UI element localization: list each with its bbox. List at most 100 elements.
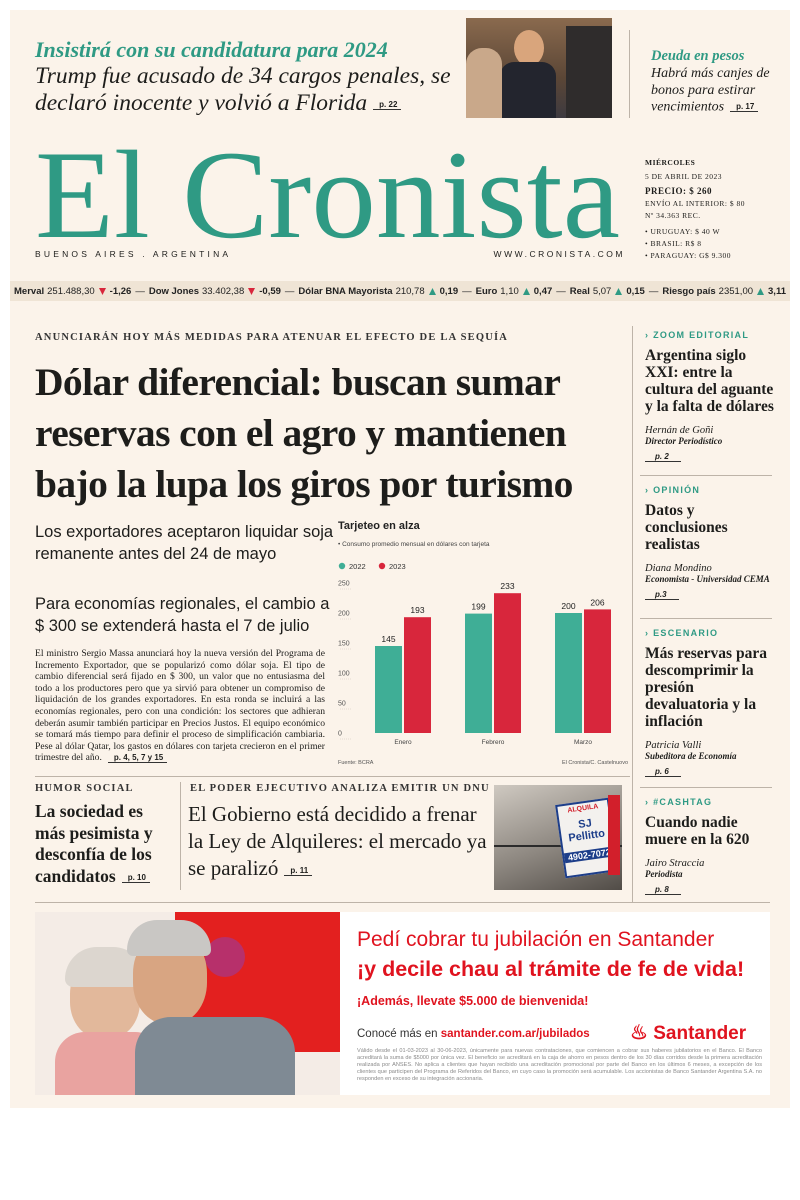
headline: La sociedad es más pesimista y desconfía… [35, 801, 153, 886]
arrow [522, 287, 530, 295]
ticker-change: 0,47 [533, 285, 553, 297]
subhead: Para economías regionales, el cambio a $… [35, 595, 330, 635]
value-label: 193 [410, 605, 424, 615]
arrow: › [645, 485, 654, 495]
headline-line: Dólar diferencial: buscan sumar [35, 360, 561, 404]
page-ref: p. 8 [645, 885, 681, 895]
ticker-arrow [248, 287, 256, 295]
ticker-name: Real [569, 285, 590, 297]
arrow [248, 287, 256, 295]
edition-line: PRECIO: $ 260 [645, 186, 712, 196]
legend-label: 2023 [389, 562, 406, 571]
ad-line: Pedí cobrar tu jubilación en Santander [357, 928, 715, 951]
value-label: 206 [590, 597, 604, 607]
edition-line: 5 DE ABRIL DE 2023 [645, 172, 723, 181]
photo-rail [494, 845, 622, 847]
rule [640, 618, 772, 619]
sign-text: SJ Pellitto [567, 817, 606, 845]
ticker-value: 2351,00 [718, 285, 754, 297]
page-ref: p. 10 [121, 872, 150, 883]
separator: — [648, 285, 659, 297]
page-ref: p. 2 [645, 452, 681, 462]
ticker-arrow [757, 287, 765, 295]
sidebar-title: Cuando nadie muere en la 620 [645, 814, 750, 848]
y-tick-label: 100 [338, 671, 350, 678]
ad-flame: ♨ [630, 1022, 648, 1044]
x-tick-label: Marzo [574, 739, 592, 746]
ad-more-text: Conocé más en [357, 1028, 438, 1040]
ad-url[interactable]: santander.com.ar/jubilados [440, 1028, 590, 1040]
side-kicker: Deuda en pesos [651, 48, 745, 64]
bar [555, 613, 582, 733]
arrow: › [645, 330, 654, 340]
value-label: 200 [561, 601, 575, 611]
top-kicker: Insistirá con su candidatura para 2024 [35, 37, 388, 62]
subhead: Los exportadores aceptaron liquidar soja… [35, 523, 334, 563]
page-ref: p. 11 [284, 865, 313, 876]
headline-block: El Gobierno está decidido a frenar la Le… [188, 801, 488, 884]
role: Economista - Universidad CEMA [645, 574, 770, 584]
ticker-value: 33.402,38 [201, 285, 245, 297]
photo-figure [566, 26, 612, 118]
author: Patricia Valli [645, 740, 702, 751]
y-tick-label: 200 [338, 611, 350, 618]
section-label: ESCENARIO [653, 628, 719, 638]
arrow: › [645, 797, 654, 807]
body-text: El ministro Sergio Massa anunciará hoy l… [35, 648, 325, 764]
ad-dot [205, 937, 245, 977]
section-label: OPINIÓN [653, 485, 701, 495]
ticker-arrow [428, 287, 436, 295]
chart-subtitle: • Consumo promedio mensual en dólares co… [338, 541, 490, 548]
separator: — [284, 285, 295, 297]
edition-line: MIÉRCOLES [645, 158, 696, 167]
edition-line: • URUGUAY: $ 40 W [645, 227, 721, 236]
ticker-value: 210,78 [395, 285, 425, 297]
y-tick-label: 250 [338, 581, 350, 588]
chart-credit: El Cronista/C. Castelnuovo [562, 760, 628, 766]
page-ref: p. 22 [373, 100, 402, 111]
y-tick-label: 0 [338, 731, 342, 738]
divider [180, 782, 181, 890]
separator: — [462, 285, 472, 297]
sidebar-section: › #CASHTAG [645, 797, 775, 807]
arrow [98, 287, 106, 295]
top-headline: Trump fue acusado de 34 cargos penales, … [35, 63, 451, 116]
main-headline: Dólar diferencial: buscan sumar reservas … [35, 357, 635, 510]
masthead-title: El Cronista [35, 132, 620, 247]
section-label: #CASHTAG [653, 797, 713, 807]
x-tick-label: Enero [394, 739, 412, 746]
photo: ALQUILA SJ Pellitto 4902-7072 [494, 785, 622, 890]
ad-hair [127, 920, 211, 956]
divider [632, 326, 633, 902]
photo-figure [466, 48, 502, 118]
sign-text: ALQUILA [566, 803, 599, 815]
edition-line: ENVÍO AL INTERIOR: $ 80 [645, 199, 745, 208]
side-headline: Habrá más canjes de bonos para estirar v… [651, 66, 770, 115]
kicker: HUMOR SOCIAL [35, 783, 134, 794]
market-ticker: Merval 251.488,30 -1,26— Dow Jones 33.402,38… [10, 281, 790, 301]
role: Subeditora de Economía [645, 751, 737, 761]
ad-brand-block: ♨ Santander [630, 1020, 746, 1045]
x-tick-label: Febrero [482, 739, 505, 746]
top-headline-block: Trump fue acusado de 34 cargos penales, … [35, 63, 465, 118]
advertisement: Pedí cobrar tu jubilación en Santander ¡… [35, 912, 770, 1095]
bar [494, 593, 521, 733]
ticker-change: 0,15 [626, 285, 645, 297]
ticker-change: 0,19 [439, 285, 459, 297]
chart: Tarjeteo en alza • Consumo promedio mensu… [338, 520, 628, 766]
role: Director Periodístico [645, 436, 723, 446]
ad-brand: Santander [653, 1023, 747, 1044]
legend-swatch [378, 562, 386, 570]
bar [465, 613, 492, 733]
arrow [428, 287, 436, 295]
value-label: 145 [381, 634, 395, 644]
ticker-name: Euro [475, 285, 498, 297]
photo [466, 18, 612, 118]
rule [35, 902, 770, 903]
chart-source: Fuente: BCRA [338, 760, 374, 766]
author: Hernán de Goñi [645, 425, 714, 436]
divider [629, 30, 630, 118]
arrow [615, 287, 623, 295]
value-label: 199 [471, 602, 485, 612]
sidebar-title: Argentina siglo XXI: entre la cultura de… [645, 347, 774, 415]
